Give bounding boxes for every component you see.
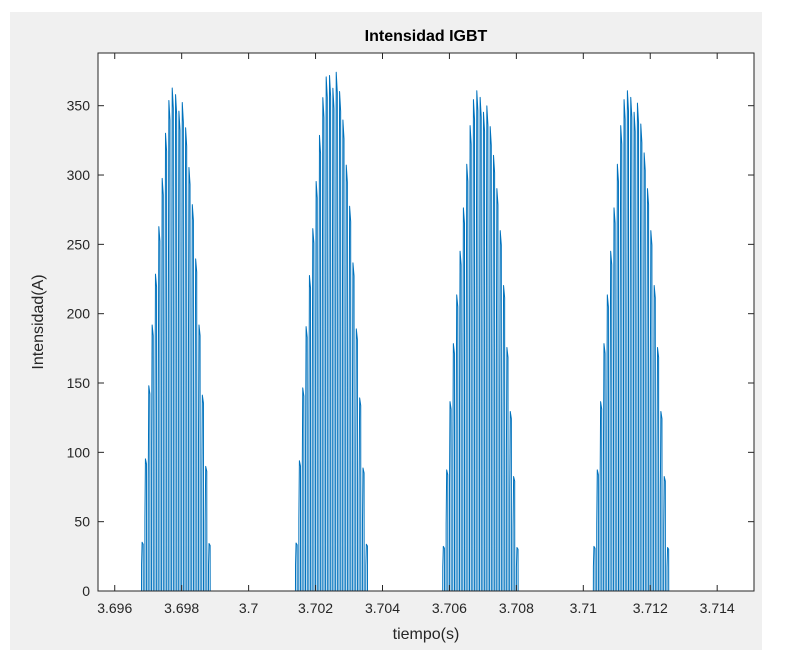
y-tick-label: 50 [74, 514, 90, 530]
x-tick-label: 3.712 [633, 600, 668, 616]
x-tick-label: 3.696 [97, 600, 132, 616]
plot-area [98, 53, 754, 591]
x-tick-label: 3.704 [365, 600, 400, 616]
y-tick-label: 150 [67, 375, 91, 391]
x-tick-label: 3.706 [432, 600, 467, 616]
x-tick-label: 3.714 [700, 600, 735, 616]
y-tick-label: 200 [67, 306, 91, 322]
intensity-chart: 3.696 3.698 3.7 3.702 3.704 3.706 3.708 3.71 3.7… [30, 28, 755, 643]
x-tick-label: 3.708 [499, 600, 534, 616]
x-axis-label: tiempo(s) [393, 626, 460, 643]
x-tick-label: 3.702 [298, 600, 333, 616]
y-tick-label: 300 [67, 167, 91, 183]
y-tick-label: 350 [67, 98, 91, 114]
figure-window: 3.696 3.698 3.7 3.702 3.704 3.706 3.708 3.71 3.7… [10, 12, 762, 650]
y-tick-label: 0 [82, 583, 90, 599]
x-tick-label: 3.71 [570, 600, 597, 616]
y-tick-label: 250 [67, 236, 91, 252]
y-axis-label: Intensidad(A) [30, 274, 47, 369]
x-tick-label: 3.7 [239, 600, 259, 616]
x-tick-label: 3.698 [164, 600, 199, 616]
x-axis: 3.696 3.698 3.7 3.702 3.704 3.706 3.708 3.71 3.7… [97, 53, 735, 616]
chart-title: Intensidad IGBT [365, 28, 488, 45]
y-tick-label: 100 [67, 444, 91, 460]
axes-box [97, 52, 755, 592]
y-axis: 0 50 100 150 200 250 300 350 [67, 98, 754, 599]
